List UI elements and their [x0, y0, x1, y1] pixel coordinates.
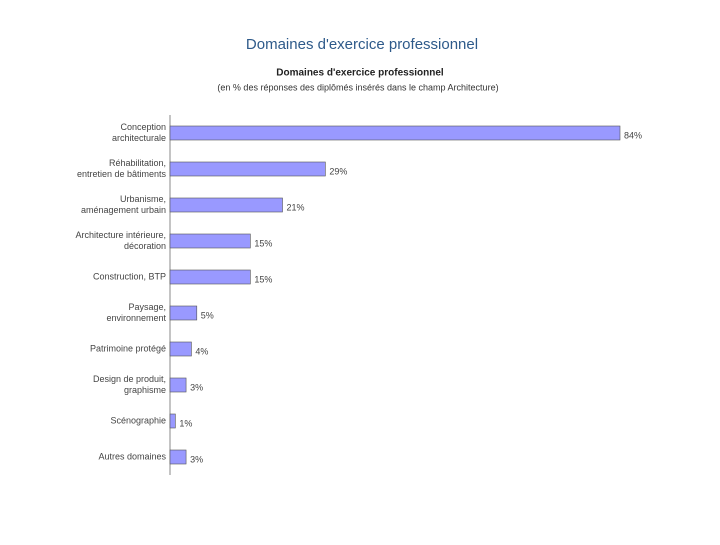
value-label: 21% — [287, 202, 305, 212]
category-label: Réhabilitation, — [109, 158, 166, 168]
category-label: aménagement urbain — [81, 205, 166, 215]
value-label: 84% — [624, 130, 642, 140]
value-label: 3% — [190, 382, 203, 392]
category-label: Patrimoine protégé — [90, 343, 166, 353]
category-label: Conception — [120, 122, 166, 132]
category-label: Architecture intérieure, — [75, 230, 166, 240]
chart-subtitle: (en % des réponses des diplômés insérés … — [217, 82, 498, 92]
category-label: Urbanisme, — [120, 194, 166, 204]
value-label: 3% — [190, 454, 203, 464]
value-label: 5% — [201, 310, 214, 320]
category-label: Autres domaines — [98, 451, 166, 461]
value-label: 4% — [195, 346, 208, 356]
category-label: Construction, BTP — [93, 271, 166, 281]
chart-title: Domaines d'exercice professionnel — [276, 68, 444, 79]
category-label: Scénographie — [110, 415, 166, 425]
bar — [169, 125, 621, 141]
value-label: 29% — [329, 166, 347, 176]
value-label: 1% — [179, 418, 192, 428]
bar — [169, 269, 251, 285]
bar — [169, 305, 198, 321]
bar — [169, 449, 187, 465]
category-label: graphisme — [124, 385, 166, 395]
bar — [169, 233, 251, 249]
category-label: entretien de bâtiments — [77, 169, 167, 179]
value-label: 15% — [254, 274, 272, 284]
category-label: environnement — [106, 313, 166, 323]
category-label: Paysage, — [128, 302, 166, 312]
bar — [169, 161, 326, 177]
category-label: Design de produit, — [93, 374, 166, 384]
category-label: décoration — [124, 241, 166, 251]
category-label: architecturale — [112, 133, 166, 143]
bar — [169, 197, 283, 213]
value-label: 15% — [254, 238, 272, 248]
bar — [169, 341, 192, 357]
bar — [169, 377, 187, 393]
bar — [169, 413, 176, 429]
slide-title: Domaines d'exercice professionnel — [246, 36, 478, 53]
